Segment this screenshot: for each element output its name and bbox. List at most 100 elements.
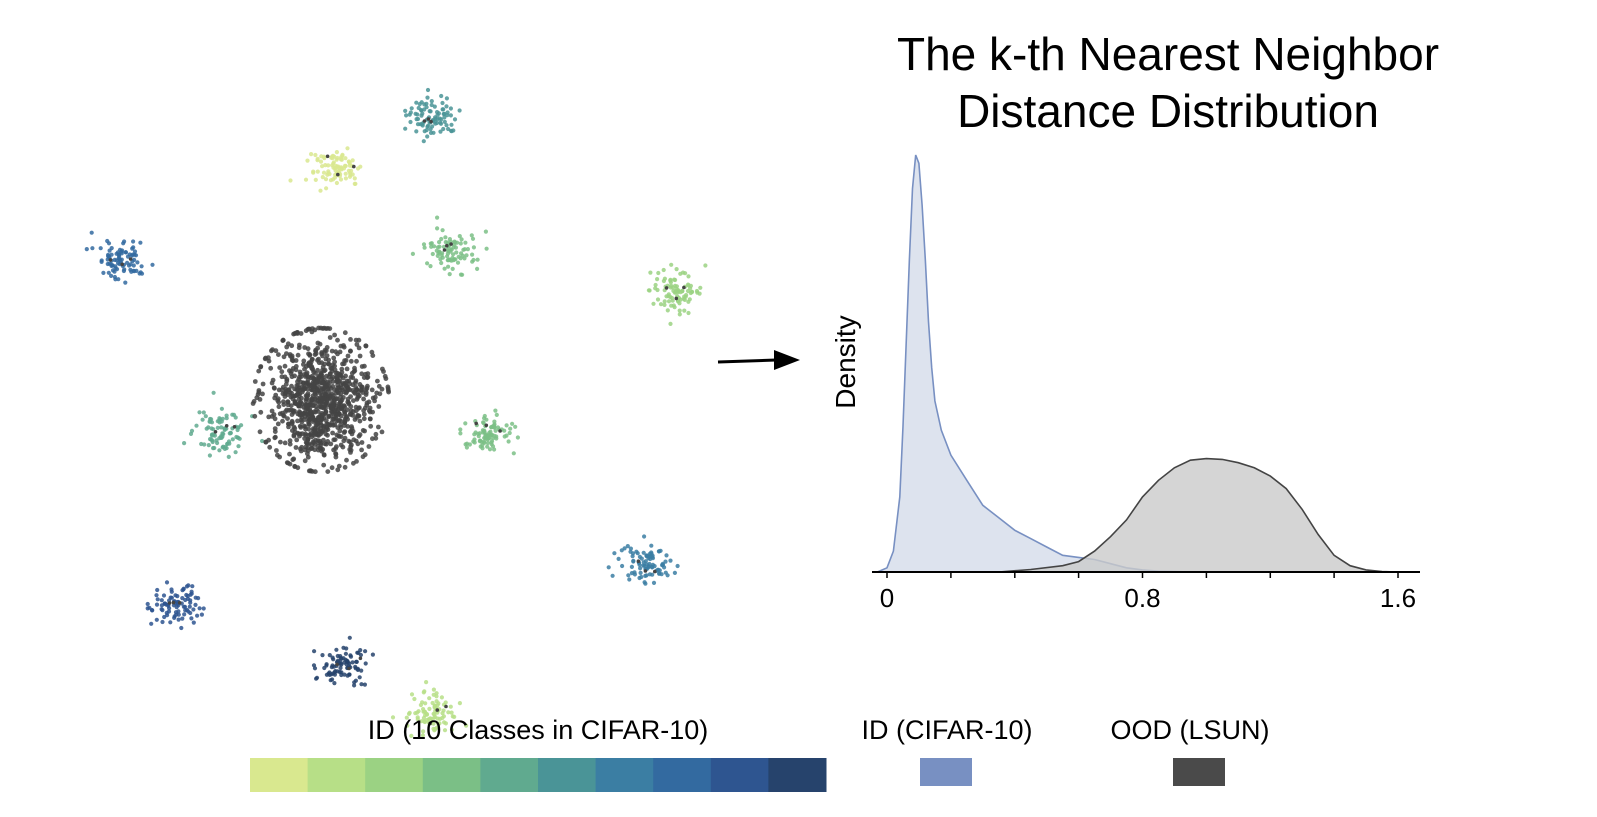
scatter-point bbox=[424, 680, 429, 685]
colorbar-segment bbox=[480, 758, 539, 792]
scatter-point bbox=[352, 683, 357, 688]
scatter-point bbox=[338, 394, 343, 400]
scatter-point bbox=[421, 690, 426, 695]
scatter-point bbox=[471, 245, 476, 250]
scatter-point bbox=[673, 283, 678, 288]
scatter-point bbox=[657, 568, 662, 573]
scatter-point bbox=[342, 429, 348, 434]
scatter-point bbox=[639, 556, 644, 561]
scatter-point bbox=[363, 661, 368, 666]
scatter-point bbox=[373, 431, 379, 437]
scatter-point bbox=[676, 299, 681, 304]
scatter-point bbox=[464, 723, 469, 728]
scatter-point bbox=[352, 164, 356, 169]
scatter-point bbox=[315, 169, 320, 174]
scatter-point bbox=[409, 733, 414, 739]
scatter-point bbox=[163, 601, 168, 606]
scatter-point bbox=[226, 439, 232, 444]
scatter-point bbox=[442, 728, 448, 733]
scatter-point bbox=[645, 553, 650, 558]
scatter-point bbox=[616, 556, 621, 562]
scatter-point bbox=[280, 418, 285, 424]
scatter-point bbox=[279, 369, 285, 375]
scatter-point bbox=[697, 291, 702, 296]
scatter-point bbox=[421, 715, 426, 721]
scatter-point bbox=[183, 608, 188, 613]
scatter-point bbox=[664, 553, 669, 558]
scatter-point bbox=[629, 571, 635, 576]
scatter-point bbox=[154, 593, 159, 598]
scatter-point bbox=[258, 364, 264, 369]
scatter-point bbox=[319, 422, 324, 428]
scatter-point bbox=[188, 610, 193, 616]
scatter-point bbox=[490, 444, 496, 449]
scatter-point bbox=[138, 240, 143, 245]
scatter-point bbox=[327, 171, 332, 177]
scatter-point bbox=[419, 113, 424, 118]
scatter-point bbox=[286, 421, 291, 427]
scatter-point bbox=[359, 371, 365, 377]
scatter-point bbox=[429, 102, 434, 108]
scatter-point bbox=[318, 445, 324, 451]
scatter-point bbox=[353, 337, 359, 343]
scatter-point bbox=[252, 379, 258, 384]
scatter-point bbox=[215, 425, 220, 430]
scatter-point bbox=[348, 348, 353, 354]
scatter-point bbox=[359, 682, 364, 687]
scatter-point bbox=[665, 573, 670, 578]
scatter-point bbox=[271, 412, 277, 417]
scatter-point bbox=[451, 252, 456, 257]
chart-title: The k-th Nearest Neighbor Distance Distr… bbox=[897, 28, 1439, 137]
scatter-point bbox=[414, 129, 419, 134]
scatter-point bbox=[356, 433, 362, 439]
scatter-point bbox=[312, 430, 317, 436]
scatter-point bbox=[322, 361, 327, 367]
scatter-point bbox=[341, 403, 347, 408]
scatter-point bbox=[335, 669, 340, 674]
arrow bbox=[717, 350, 800, 370]
scatter-point bbox=[489, 439, 495, 444]
scatter-point bbox=[295, 418, 300, 424]
scatter-point bbox=[316, 356, 321, 362]
scatter-point bbox=[346, 400, 351, 406]
scatter-point bbox=[310, 356, 315, 362]
scatter-point bbox=[352, 368, 358, 374]
scatter-point bbox=[302, 447, 308, 453]
scatter-point bbox=[276, 404, 282, 410]
scatter-point bbox=[345, 396, 351, 402]
scatter-point bbox=[364, 400, 370, 406]
scatter-point bbox=[285, 392, 291, 397]
scatter-point bbox=[320, 164, 325, 169]
scatter-point bbox=[120, 262, 124, 267]
scatter-point bbox=[164, 580, 170, 585]
scatter-point bbox=[150, 262, 155, 267]
scatter-point bbox=[446, 264, 451, 269]
scatter-point bbox=[321, 452, 327, 457]
scatter-point bbox=[450, 266, 455, 271]
scatter-point bbox=[184, 584, 190, 589]
scatter-point bbox=[478, 438, 483, 443]
scatter-point bbox=[284, 344, 290, 350]
scatter-point bbox=[344, 378, 350, 384]
scatter-point bbox=[305, 158, 310, 163]
scatter-point bbox=[363, 392, 369, 397]
embedding-scatter-plot bbox=[84, 87, 708, 739]
scatter-point bbox=[347, 635, 352, 640]
scatter-point bbox=[430, 251, 435, 257]
scatter-point bbox=[135, 260, 140, 265]
scatter-point bbox=[347, 163, 352, 168]
scatter-point bbox=[323, 401, 329, 407]
scatter-point bbox=[319, 417, 324, 423]
scatter-point bbox=[343, 651, 348, 656]
density-plot bbox=[877, 154, 1399, 573]
scatter-point bbox=[441, 244, 446, 249]
scatter-point bbox=[349, 168, 354, 173]
scatter-point bbox=[364, 385, 370, 391]
scatter-point bbox=[432, 104, 437, 109]
scatter-point bbox=[636, 559, 641, 563]
scatter-point bbox=[487, 430, 492, 436]
scatter-point bbox=[298, 374, 304, 380]
scatter-point bbox=[320, 175, 325, 180]
scatter-point bbox=[197, 606, 202, 611]
y-axis-label: Density bbox=[830, 315, 861, 408]
